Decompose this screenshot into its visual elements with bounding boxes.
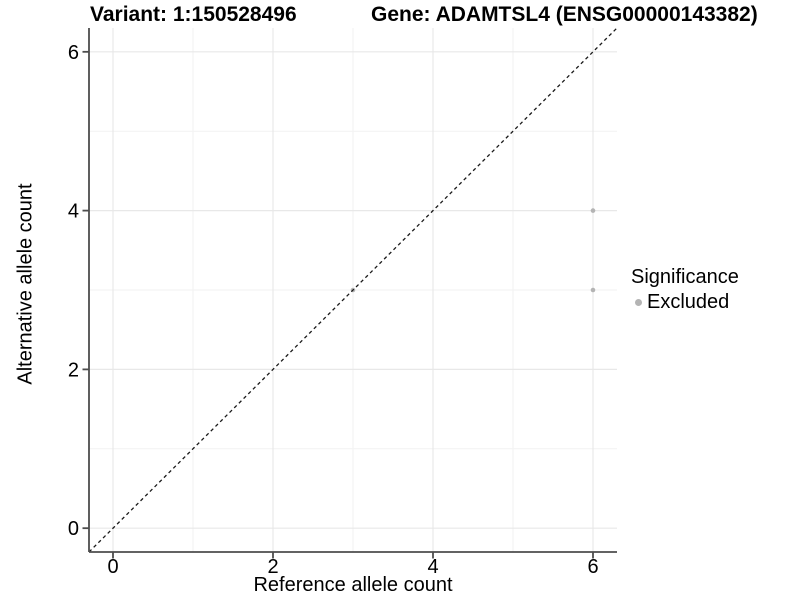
- x-tick-label: 0: [107, 556, 118, 578]
- x-tick-label: 4: [427, 556, 438, 578]
- y-tick-label: 0: [68, 518, 79, 540]
- identity-line: [88, 27, 618, 553]
- data-point: [590, 208, 596, 213]
- legend-title: Significance: [631, 266, 739, 288]
- y-tick-label: 6: [68, 42, 79, 64]
- y-axis-title: Alternative allele count: [14, 183, 37, 385]
- legend-items: Excluded: [631, 290, 739, 314]
- plot-title-variant: Variant: 1:150528496: [90, 3, 297, 26]
- x-tick-label: 2: [267, 556, 278, 578]
- y-tick-label: 4: [68, 201, 79, 223]
- x-axis-title: Reference allele count: [253, 574, 453, 596]
- x-tick-label: 6: [587, 556, 598, 578]
- legend-item: Excluded: [631, 290, 739, 314]
- legend-item-label: Excluded: [647, 291, 730, 313]
- legend-key-dot-icon: [635, 298, 642, 306]
- plot-title-gene: Gene: ADAMTSL4 (ENSG00000143382): [371, 3, 758, 26]
- y-tick-label: 2: [68, 359, 79, 381]
- legend: Significance Excluded: [631, 265, 739, 314]
- data-point: [590, 287, 596, 293]
